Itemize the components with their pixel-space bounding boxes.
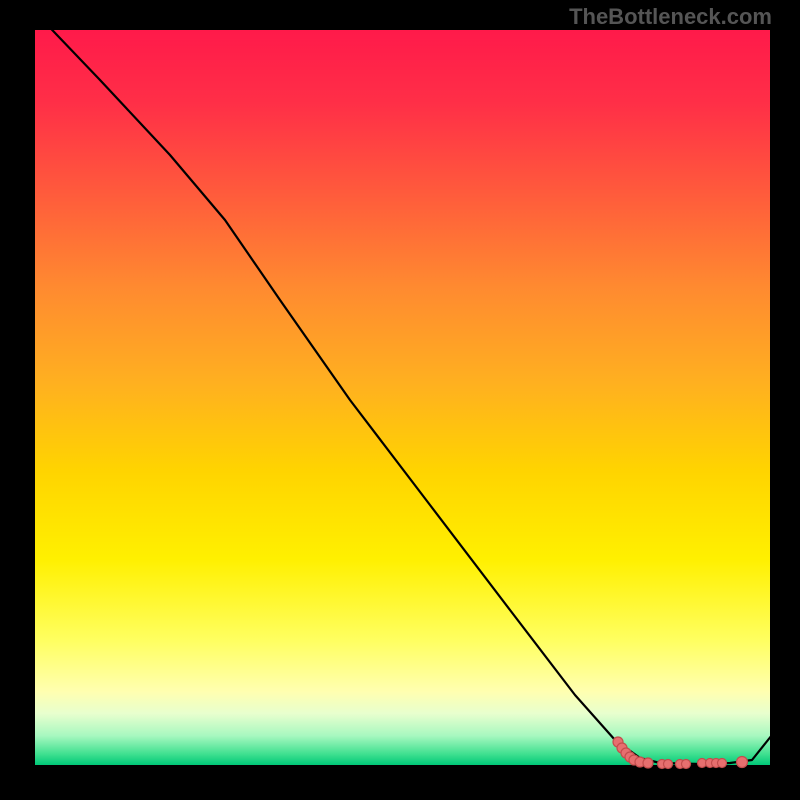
watermark-text: TheBottleneck.com	[569, 4, 772, 30]
data-marker	[635, 757, 645, 767]
data-marker	[737, 757, 748, 768]
data-marker	[613, 737, 623, 747]
data-marker	[643, 758, 653, 768]
bottleneck-curve	[35, 12, 772, 764]
data-marker	[658, 760, 667, 769]
data-marker	[698, 759, 707, 768]
data-marker	[706, 759, 715, 768]
data-marker	[625, 752, 635, 762]
data-marker	[664, 760, 673, 769]
data-marker	[712, 759, 721, 768]
data-marker	[621, 748, 631, 758]
chart-svg-layer	[0, 0, 800, 800]
chart-background	[35, 30, 770, 765]
data-marker	[617, 743, 627, 753]
data-marker	[682, 760, 691, 769]
data-marker	[718, 759, 727, 768]
data-markers	[613, 737, 748, 769]
data-marker	[629, 755, 639, 765]
data-marker	[676, 760, 685, 769]
